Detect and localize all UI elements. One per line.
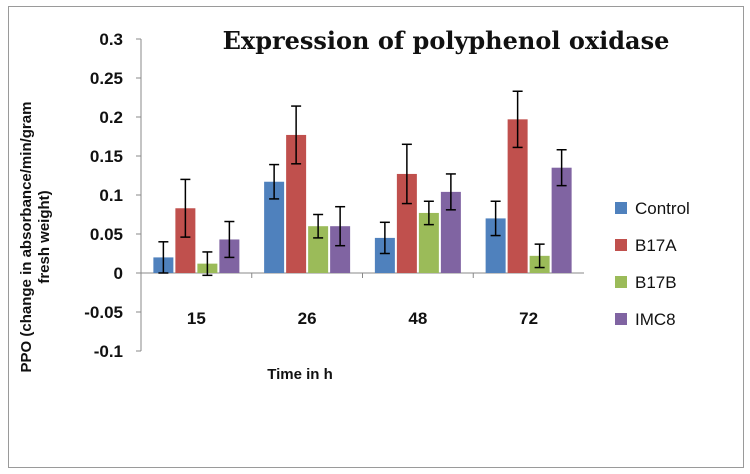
x-tick-label: 26 xyxy=(298,309,317,328)
legend-swatch-control xyxy=(615,202,627,214)
bar-control-48 xyxy=(374,237,395,273)
y-axis-title-line1: PPO (change in absorbance/min/gram xyxy=(18,102,35,373)
y-tick-label: 0.3 xyxy=(99,30,123,49)
chart-frame: Expression of polyphenol oxidase 0.3 0.25… xyxy=(8,6,744,468)
bar-b17a-26 xyxy=(286,134,307,273)
legend-label-control: Control xyxy=(635,199,690,218)
y-tick-label: 0.15 xyxy=(90,147,123,166)
bar-control-26 xyxy=(264,181,285,273)
chart-title: Expression of polyphenol oxidase xyxy=(223,26,670,55)
y-axis-title: PPO (change in absorbance/min/gram fresh… xyxy=(18,102,53,373)
error-bars xyxy=(158,90,567,277)
bar-b17b-48 xyxy=(418,212,439,273)
bar-chart: Expression of polyphenol oxidase 0.3 0.25… xyxy=(18,26,690,383)
y-tick-label: 0.1 xyxy=(99,186,123,205)
x-tick-label: 72 xyxy=(519,309,538,328)
bars xyxy=(153,119,572,273)
y-tick-label: 0.05 xyxy=(90,225,123,244)
legend-swatch-imc8 xyxy=(615,313,627,325)
bar-control-72 xyxy=(485,218,506,273)
bar-b17a-48 xyxy=(396,173,417,273)
y-tick-label: 0.2 xyxy=(99,108,123,127)
x-tick-label: 15 xyxy=(187,309,206,328)
x-tick-label: 48 xyxy=(408,309,427,328)
y-tick-labels: 0.3 0.25 0.2 0.15 0.1 0.05 0 -0.05 -0.1 xyxy=(84,30,123,361)
legend-label-b17a: B17A xyxy=(635,236,677,255)
bar-imc8-26 xyxy=(330,226,351,273)
x-tick-labels: 15 26 48 72 xyxy=(187,309,538,328)
y-tick-label: -0.1 xyxy=(94,342,123,361)
y-tick-label: -0.05 xyxy=(84,303,123,322)
bar-imc8-48 xyxy=(440,191,461,273)
legend-label-b17b: B17B xyxy=(635,273,677,292)
x-axis-title: Time in h xyxy=(267,366,333,383)
bar-imc8-72 xyxy=(551,167,572,273)
legend: Control B17A B17B IMC8 xyxy=(615,199,690,329)
y-tick-label: 0.25 xyxy=(90,69,123,88)
bar-b17a-15 xyxy=(175,208,196,273)
legend-swatch-b17b xyxy=(615,276,627,288)
bar-b17a-72 xyxy=(507,119,528,273)
y-tick-label: 0 xyxy=(114,264,123,283)
legend-swatch-b17a xyxy=(615,239,627,251)
legend-label-imc8: IMC8 xyxy=(635,310,676,329)
y-axis-title-line2: fresh weight) xyxy=(36,190,53,283)
y-axis xyxy=(136,38,142,352)
